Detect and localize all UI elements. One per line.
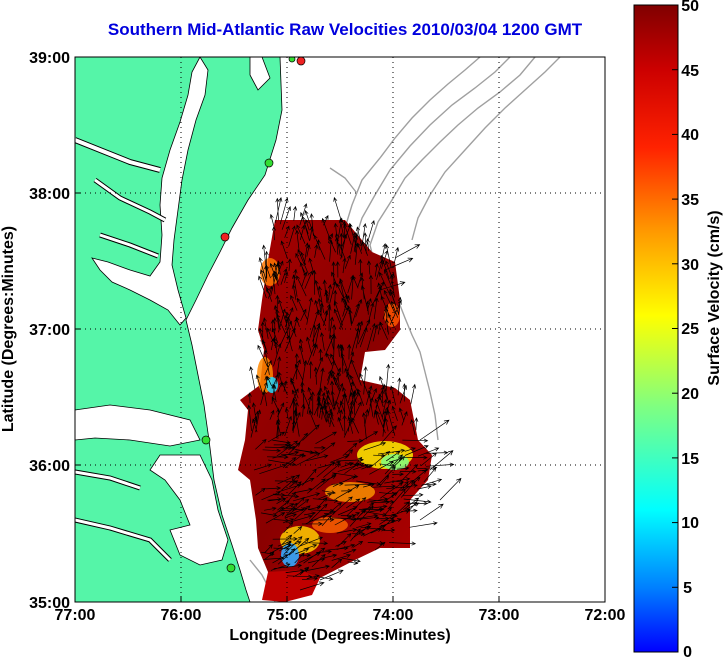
map-title: Southern Mid-Atlantic Raw Velocities 201… [107,20,583,39]
colorbar-tick-label: 5 [683,580,692,597]
velocity-field-south [262,570,320,602]
station-marker [288,57,296,63]
grid-lines [75,57,605,602]
colorbar-tick-marks [672,4,678,588]
x-tick-label: 76:00 [161,607,202,624]
x-tick-label: 77:00 [55,607,96,624]
y-tick-label: 37:00 [29,322,70,339]
y-tick-label: 38:00 [29,186,70,203]
velocity-arrows [247,196,462,591]
y-tick-label: 35:00 [29,595,70,612]
colorbar-tick-label: 35 [681,192,699,209]
x-tick-label: 75:00 [267,607,308,624]
x-tick-label: 73:00 [479,607,520,624]
x-tick-label: 72:00 [585,607,626,624]
albemarle-sound [75,404,201,447]
colorbar-tick-label: 15 [681,451,699,468]
pamlico-sound [149,454,229,566]
axis-tick-marks [74,56,606,603]
y-axis-label: Latitude (Degrees:Minutes) [0,226,17,432]
velocity-arrow-paths [247,196,462,591]
colorbar-tick-label: 45 [681,63,699,80]
velocity-field [238,220,432,602]
colorbar-tick-label: 40 [681,127,699,144]
colorbar-tick-label: 20 [681,386,699,403]
colorbar-tick-label: 0 [683,644,692,659]
colorbar-tick-label: 50 [681,0,699,15]
x-axis-label: Longitude (Degrees:Minutes) [229,627,450,644]
station-marker-red [296,57,306,66]
colorbar-label: Surface Velocity (cm/s) [706,210,723,385]
chesapeake-bay [91,57,209,326]
colorbar-tick-label: 30 [681,257,699,274]
colorbar [633,4,679,653]
x-tick-label: 74:00 [373,607,414,624]
velocity-field-north [238,220,432,582]
station-marker [201,435,211,445]
colorbar-tick-label: 25 [681,321,699,338]
y-tick-label: 36:00 [29,458,70,475]
y-tick-label: 39:00 [29,50,70,67]
station-marker [226,563,236,573]
delaware-bay [249,57,271,91]
station-marker [264,158,274,168]
station-marker-red [220,232,230,242]
colorbar-tick-label: 10 [681,515,699,532]
